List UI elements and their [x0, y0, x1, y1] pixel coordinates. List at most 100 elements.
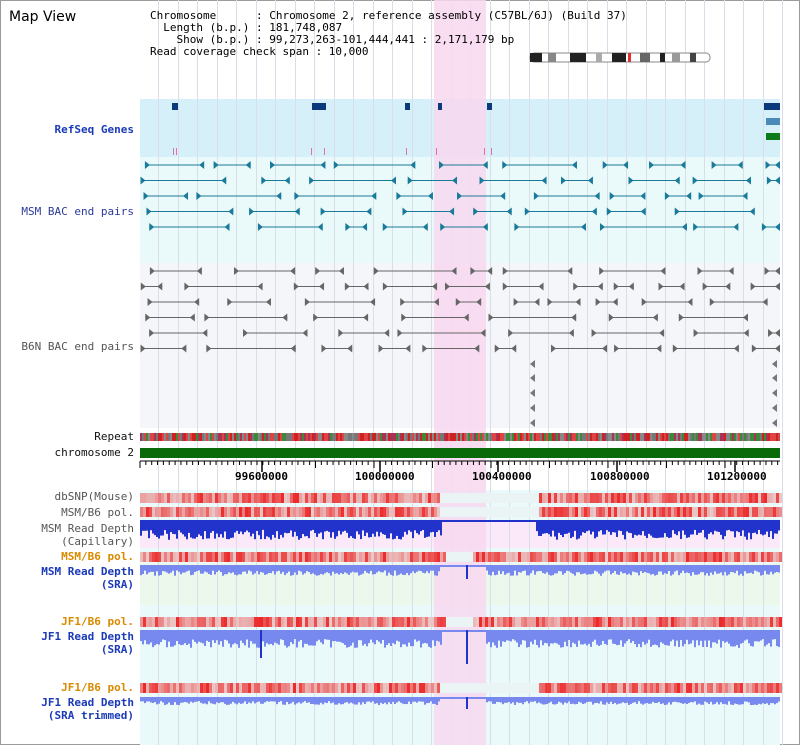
depth-bar: [296, 630, 298, 648]
depth-bar: [194, 520, 196, 539]
assembly-info: Chromosome : Chromosome 2, reference ass…: [150, 10, 627, 58]
heat-cell: [332, 493, 335, 503]
depth-bar: [590, 697, 592, 702]
depth-bar: [224, 697, 226, 704]
depth-bar: [702, 520, 704, 530]
heat-cell: [530, 507, 533, 517]
heat-cell: [344, 493, 347, 503]
heat-cell: [770, 683, 773, 693]
depth-bar: [764, 697, 766, 705]
track-label-jf1-b6-pol-1[interactable]: JF1/B6 pol.: [61, 615, 134, 628]
track-label-msm-depth-sra[interactable]: MSM Read Depth: [41, 565, 134, 578]
heat-cell: [569, 552, 572, 562]
depth-bar: [626, 520, 628, 532]
ideogram-band: [612, 53, 626, 62]
depth-bar: [594, 630, 596, 640]
depth-bar: [192, 697, 194, 703]
heat-cell: [710, 507, 713, 517]
heat-cell: [521, 493, 524, 503]
heat-cell: [326, 507, 329, 517]
depth-bar: [582, 697, 584, 704]
depth-bar: [252, 520, 254, 534]
depth-bar: [544, 630, 546, 643]
depth-bar: [550, 565, 552, 576]
bac-end-marker: [261, 176, 267, 185]
heat-cell: [341, 552, 344, 562]
depth-bar: [474, 520, 476, 522]
repeat-mark: [638, 433, 640, 441]
heat-cell: [179, 552, 182, 562]
heat-cell: [323, 617, 326, 627]
bac-end-marker: [199, 161, 205, 169]
gene-tick: [436, 148, 437, 155]
track-label-dbsnp[interactable]: dbSNP(Mouse): [54, 490, 134, 503]
heat-cell: [317, 507, 320, 517]
depth-bar: [230, 565, 232, 574]
depth-bar: [434, 520, 436, 537]
repeat-mark: [772, 433, 774, 441]
depth-bar: [286, 565, 288, 574]
heat-cell: [776, 617, 779, 627]
repeat-mark: [444, 433, 446, 441]
depth-bar: [442, 697, 444, 699]
depth-bar: [476, 697, 478, 699]
depth-bar: [436, 520, 438, 533]
depth-bar: [176, 520, 178, 539]
heat-cell: [386, 683, 389, 693]
heat-cell: [167, 493, 170, 503]
depth-bar: [472, 520, 474, 522]
depth-bar: [250, 520, 252, 537]
track-label-refseq-genes[interactable]: RefSeq Genes: [54, 123, 134, 136]
depth-bar: [554, 565, 556, 574]
depth-bar: [264, 697, 266, 703]
depth-bar: [562, 697, 564, 705]
track-label-jf1-depth-trimmed[interactable]: JF1 Read Depth: [41, 696, 134, 709]
track-label-repeat[interactable]: Repeat: [94, 430, 134, 443]
heat-cell: [734, 552, 737, 562]
heat-cell: [731, 683, 734, 693]
heat-cell: [305, 617, 308, 627]
depth-bar: [742, 630, 744, 643]
heat-cell: [305, 493, 308, 503]
track-label-msm-b6-pol-1[interactable]: MSM/B6 pol.: [61, 506, 134, 519]
heat-cell: [293, 552, 296, 562]
heat-cell: [482, 493, 485, 503]
track-label-b6n-bac[interactable]: B6N BAC end pairs: [21, 340, 134, 353]
heat-cell: [683, 552, 686, 562]
depth-bar: [774, 565, 776, 573]
depth-bar: [498, 630, 500, 641]
track-label-jf1-b6-pol-2[interactable]: JF1/B6 pol.: [61, 681, 134, 694]
depth-bar: [708, 697, 710, 704]
track-label-jf1-depth-sra[interactable]: JF1 Read Depth: [41, 630, 134, 643]
heat-cell: [194, 683, 197, 693]
track-label-msm-bac[interactable]: MSM BAC end pairs: [21, 205, 134, 218]
track-label-msm-b6-pol-2[interactable]: MSM/B6 pol.: [61, 550, 134, 563]
heat-cell: [659, 617, 662, 627]
info-show-value: : 99,273,263-101,444,441 : 2,171,179 bp: [255, 33, 515, 46]
depth-bar: [692, 565, 694, 573]
depth-bar: [490, 697, 492, 702]
depth-bar: [584, 630, 586, 644]
heat-cell: [758, 507, 761, 517]
repeat-mark: [332, 433, 334, 441]
depth-bar: [694, 565, 696, 575]
heat-cell: [569, 683, 572, 693]
repeat-mark: [296, 433, 298, 441]
heat-cell: [263, 552, 266, 562]
repeat-mark: [400, 433, 402, 441]
depth-bar: [734, 697, 736, 704]
depth-bar: [168, 697, 170, 703]
repeat-mark: [384, 433, 386, 441]
track-label-chromosome[interactable]: chromosome 2: [54, 446, 134, 459]
track-label-msm-depth-capillary[interactable]: MSM Read Depth: [41, 522, 134, 535]
heat-cell: [701, 493, 704, 503]
bac-end-marker: [440, 223, 446, 231]
heat-cell: [290, 507, 293, 517]
depth-bar: [444, 565, 446, 567]
bac-end-marker: [656, 344, 662, 353]
depth-bar: [200, 520, 202, 536]
heat-cell: [155, 617, 158, 627]
depth-bar: [356, 697, 358, 705]
depth-bar: [376, 697, 378, 704]
repeat-mark: [690, 433, 692, 441]
